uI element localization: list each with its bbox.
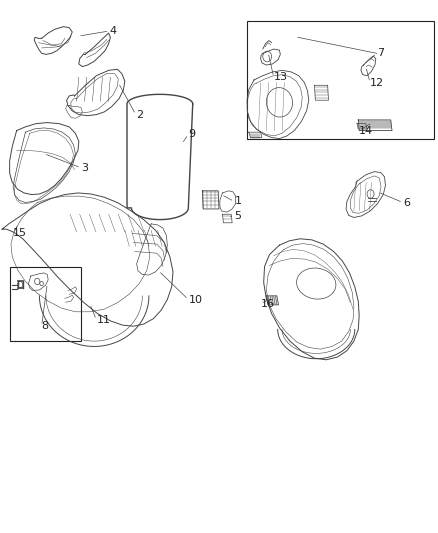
Bar xyxy=(10,266,81,341)
Text: 3: 3 xyxy=(81,163,88,173)
Text: 6: 6 xyxy=(403,198,410,207)
Text: 1: 1 xyxy=(234,197,241,206)
Polygon shape xyxy=(266,296,279,305)
Text: 14: 14 xyxy=(359,126,373,135)
Text: 7: 7 xyxy=(377,49,384,58)
Text: 15: 15 xyxy=(13,229,27,238)
Text: 13: 13 xyxy=(274,72,288,82)
Text: 5: 5 xyxy=(234,211,241,221)
Text: 10: 10 xyxy=(188,295,202,304)
Text: 11: 11 xyxy=(96,315,110,325)
Text: 8: 8 xyxy=(42,321,49,331)
Text: 9: 9 xyxy=(188,130,195,139)
Text: 2: 2 xyxy=(136,110,143,119)
Bar xyxy=(247,21,434,139)
Text: 12: 12 xyxy=(370,78,384,87)
Text: 16: 16 xyxy=(261,299,275,309)
Text: 4: 4 xyxy=(110,26,117,36)
